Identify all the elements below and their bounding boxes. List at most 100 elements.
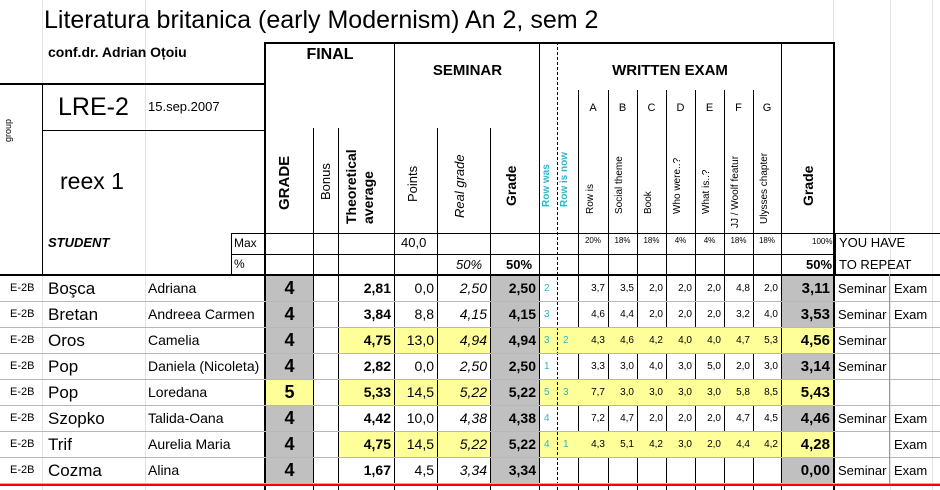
final-grade-cell[interactable]: 4 bbox=[266, 276, 313, 301]
exam-item-cell[interactable]: 3,0 bbox=[637, 380, 666, 405]
exam-item-cell[interactable]: 3,0 bbox=[620, 361, 634, 372]
exam-item-cell[interactable]: 4,2 bbox=[753, 432, 781, 457]
real-grade-cell[interactable]: 4,38 bbox=[459, 410, 487, 426]
theoretical-cell[interactable]: 4,75 bbox=[339, 432, 394, 457]
exam-grade-cell[interactable]: 3,11 bbox=[782, 276, 833, 301]
exam-item-cell[interactable]: 7,7 bbox=[578, 380, 608, 405]
group-cell[interactable]: E-2B bbox=[10, 464, 35, 476]
repeat-seminar-cell[interactable] bbox=[838, 432, 894, 457]
seminar-grade-cell[interactable]: 4,15 bbox=[491, 302, 539, 327]
seminar-grade-cell[interactable]: 5,22 bbox=[491, 380, 539, 405]
exam-item-cell[interactable]: 2,0 bbox=[736, 361, 750, 372]
exam-item-cell[interactable]: 4,0 bbox=[666, 328, 695, 353]
final-grade-cell[interactable]: 5 bbox=[266, 380, 313, 405]
exam-item-cell[interactable]: 8,5 bbox=[753, 380, 781, 405]
real-grade-cell[interactable]: 5,22 bbox=[438, 380, 490, 405]
seminar-grade-cell[interactable]: 2,50 bbox=[491, 276, 539, 301]
exam-item-cell[interactable] bbox=[578, 458, 608, 483]
exam-item-cell[interactable] bbox=[666, 458, 695, 483]
real-grade-cell[interactable]: 4,94 bbox=[438, 328, 490, 353]
exam-item-cell[interactable]: 4,2 bbox=[637, 328, 666, 353]
group-cell[interactable]: E-2B bbox=[10, 438, 35, 450]
seminar-grade-cell[interactable]: 4,38 bbox=[491, 406, 539, 431]
exam-item-cell[interactable]: 3,0 bbox=[666, 432, 695, 457]
points-cell[interactable]: 0,0 bbox=[414, 358, 434, 374]
bonus-cell[interactable] bbox=[314, 354, 338, 379]
exam-item-cell[interactable]: 2,0 bbox=[678, 283, 692, 294]
seminar-grade-cell[interactable]: 5,22 bbox=[491, 432, 539, 457]
exam-item-cell[interactable]: 4,0 bbox=[764, 309, 778, 320]
exam-item-cell[interactable]: 2,0 bbox=[707, 283, 721, 294]
final-grade-cell[interactable]: 4 bbox=[266, 458, 313, 483]
exam-grade-cell[interactable]: 3,14 bbox=[782, 354, 833, 379]
row-now-cell[interactable] bbox=[558, 302, 578, 327]
first-name-cell[interactable]: Aurelia Maria bbox=[148, 436, 231, 452]
repeat-seminar-cell[interactable]: Seminar bbox=[838, 307, 887, 322]
group-cell[interactable]: E-2B bbox=[10, 360, 35, 372]
exam-item-cell[interactable]: 3,2 bbox=[736, 309, 750, 320]
final-grade-cell[interactable]: 4 bbox=[266, 354, 313, 379]
exam-item-cell[interactable]: 5,3 bbox=[753, 328, 781, 353]
row-was-cell[interactable]: 3 bbox=[540, 328, 557, 353]
last-name-cell[interactable]: Szopko bbox=[48, 409, 105, 428]
points-cell[interactable]: 13,0 bbox=[395, 328, 437, 353]
group-cell[interactable]: E-2B bbox=[10, 412, 35, 424]
exam-item-cell[interactable]: 4,8 bbox=[736, 283, 750, 294]
first-name-cell[interactable]: Adriana bbox=[148, 280, 197, 296]
theoretical-cell[interactable]: 2,81 bbox=[363, 280, 391, 296]
exam-item-cell[interactable]: 5,1 bbox=[608, 432, 637, 457]
theoretical-cell[interactable]: 4,42 bbox=[363, 410, 391, 426]
exam-item-cell[interactable]: 4,3 bbox=[578, 432, 608, 457]
points-cell[interactable]: 14,5 bbox=[395, 380, 437, 405]
first-name-cell[interactable]: Loredana bbox=[148, 384, 208, 400]
exam-item-cell[interactable]: 4,0 bbox=[695, 328, 724, 353]
row-was-cell[interactable]: 5 bbox=[540, 380, 557, 405]
exam-grade-cell[interactable]: 4,28 bbox=[782, 432, 833, 457]
exam-item-cell[interactable]: 3,0 bbox=[678, 361, 692, 372]
seminar-grade-cell[interactable]: 2,50 bbox=[491, 354, 539, 379]
row-now-cell[interactable]: 2 bbox=[558, 328, 578, 353]
row-now-cell[interactable] bbox=[558, 406, 578, 431]
points-cell[interactable]: 8,8 bbox=[414, 306, 434, 322]
exam-item-cell[interactable]: 7,2 bbox=[591, 413, 605, 424]
bonus-cell[interactable] bbox=[314, 328, 338, 353]
repeat-seminar-cell[interactable]: Seminar bbox=[838, 281, 887, 296]
bonus-cell[interactable] bbox=[314, 458, 338, 483]
group-cell[interactable]: E-2B bbox=[10, 282, 35, 294]
exam-item-cell[interactable]: 5,0 bbox=[707, 361, 721, 372]
exam-grade-cell[interactable]: 0,00 bbox=[782, 458, 833, 483]
last-name-cell[interactable]: Trif bbox=[48, 435, 72, 454]
first-name-cell[interactable]: Camelia bbox=[148, 332, 200, 348]
points-cell[interactable]: 14,5 bbox=[395, 432, 437, 457]
last-name-cell[interactable]: Pop bbox=[48, 383, 79, 402]
seminar-grade-cell[interactable]: 3,34 bbox=[491, 458, 539, 483]
exam-item-cell[interactable]: 2,0 bbox=[707, 413, 721, 424]
group-cell[interactable]: E-2B bbox=[10, 308, 35, 320]
points-cell[interactable]: 0,0 bbox=[414, 280, 434, 296]
real-grade-cell[interactable]: 5,22 bbox=[438, 432, 490, 457]
exam-item-cell[interactable]: 4,5 bbox=[764, 413, 778, 424]
final-grade-cell[interactable]: 4 bbox=[266, 302, 313, 327]
row-now-cell[interactable] bbox=[558, 276, 578, 301]
real-grade-cell[interactable]: 2,50 bbox=[459, 280, 487, 296]
last-name-cell[interactable]: Pop bbox=[48, 357, 79, 376]
exam-grade-cell[interactable]: 4,56 bbox=[782, 328, 833, 353]
repeat-exam-cell[interactable] bbox=[894, 328, 938, 353]
real-grade-cell[interactable]: 4,15 bbox=[459, 306, 487, 322]
row-was-cell[interactable]: 3 bbox=[544, 309, 550, 320]
exam-item-cell[interactable] bbox=[724, 458, 753, 483]
final-grade-cell[interactable]: 4 bbox=[266, 432, 313, 457]
exam-item-cell[interactable]: 4,6 bbox=[591, 309, 605, 320]
exam-item-cell[interactable]: 2,0 bbox=[764, 283, 778, 294]
exam-item-cell[interactable]: 2,0 bbox=[649, 309, 663, 320]
row-now-cell[interactable] bbox=[558, 354, 578, 379]
exam-item-cell[interactable]: 5,8 bbox=[724, 380, 753, 405]
repeat-seminar-cell[interactable]: Seminar bbox=[838, 333, 887, 348]
repeat-seminar-cell[interactable] bbox=[838, 380, 894, 405]
last-name-cell[interactable]: Bretan bbox=[48, 305, 99, 324]
points-cell[interactable]: 4,5 bbox=[414, 462, 434, 478]
theoretical-cell[interactable]: 4,75 bbox=[339, 328, 394, 353]
first-name-cell[interactable]: Daniela (Nicoleta) bbox=[148, 358, 260, 374]
repeat-exam-cell[interactable]: Exam bbox=[894, 437, 928, 452]
real-grade-cell[interactable]: 3,34 bbox=[459, 462, 487, 478]
